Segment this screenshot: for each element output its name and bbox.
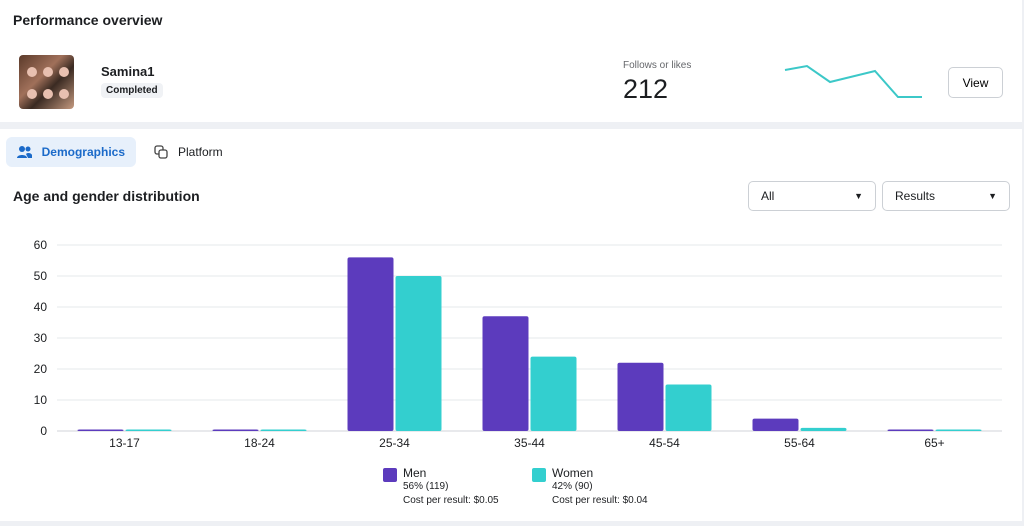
- legend-name: Women: [552, 466, 594, 480]
- x-tick-label: 13-17: [109, 436, 140, 450]
- x-tick-label: 25-34: [379, 436, 410, 450]
- bar-women-65+: [935, 429, 982, 431]
- bar-men-25-34: [347, 257, 394, 431]
- legend-cost: Cost per result: $0.04: [552, 495, 648, 506]
- post-name: Samina1: [101, 64, 155, 79]
- legend-name: Men: [403, 466, 427, 480]
- legend-women[interactable]: Women 42% (90) Cost per result: $0.04: [532, 466, 648, 508]
- x-tick-label: 55-64: [784, 436, 815, 450]
- bar-men-18-24: [212, 429, 259, 431]
- x-tick-label: 65+: [924, 436, 944, 450]
- metric-label: Follows or likes: [623, 60, 692, 71]
- bar-women-25-34: [395, 276, 442, 431]
- audience-filter-dropdown[interactable]: All ▼: [748, 181, 876, 211]
- tab-label: Demographics: [41, 145, 125, 159]
- y-tick-label: 20: [34, 362, 48, 376]
- bar-women-55-64: [800, 427, 847, 431]
- sparkline: [784, 64, 922, 98]
- bar-women-13-17: [125, 429, 172, 431]
- filter-value: Results: [895, 189, 936, 203]
- men-swatch: [383, 468, 397, 482]
- women-swatch: [532, 468, 546, 482]
- x-tick-label: 35-44: [514, 436, 545, 450]
- performance-card: Performance overview Samina1 Completed F…: [0, 0, 1022, 122]
- bar-women-35-44: [530, 356, 577, 431]
- tab-demographics[interactable]: Demographics: [6, 137, 136, 167]
- y-tick-label: 0: [40, 424, 47, 438]
- bar-men-45-54: [617, 362, 664, 431]
- tab-platform[interactable]: Platform: [143, 137, 234, 167]
- metric-value: 212: [623, 74, 669, 104]
- people-icon: [17, 146, 32, 158]
- y-tick-label: 10: [34, 393, 48, 407]
- status-badge: Completed: [101, 83, 163, 98]
- tab-label: Platform: [178, 145, 223, 159]
- bar-women-18-24: [260, 429, 307, 431]
- y-tick-label: 60: [34, 238, 48, 252]
- y-tick-label: 50: [34, 269, 48, 283]
- caret-down-icon: ▼: [854, 191, 863, 201]
- platform-icon: [154, 145, 168, 159]
- legend-percent: 42% (90): [552, 481, 593, 492]
- view-button[interactable]: View: [948, 67, 1003, 98]
- filter-value: All: [761, 189, 775, 203]
- bar-women-45-54: [665, 384, 712, 431]
- section-title: Age and gender distribution: [13, 188, 200, 204]
- caret-down-icon: ▼: [988, 191, 997, 201]
- x-tick-label: 45-54: [649, 436, 680, 450]
- page-title: Performance overview: [13, 12, 163, 28]
- metric-filter-dropdown[interactable]: Results ▼: [882, 181, 1010, 211]
- y-tick-label: 40: [34, 300, 48, 314]
- bar-men-65+: [887, 429, 934, 431]
- bar-men-13-17: [77, 429, 124, 431]
- post-thumbnail[interactable]: [19, 55, 74, 109]
- x-tick-label: 18-24: [244, 436, 275, 450]
- bar-men-55-64: [752, 418, 799, 431]
- legend-cost: Cost per result: $0.05: [403, 495, 499, 506]
- legend-men[interactable]: Men 56% (119) Cost per result: $0.05: [383, 466, 499, 508]
- y-tick-label: 30: [34, 331, 48, 345]
- bar-men-35-44: [482, 316, 529, 431]
- legend-percent: 56% (119): [403, 481, 449, 492]
